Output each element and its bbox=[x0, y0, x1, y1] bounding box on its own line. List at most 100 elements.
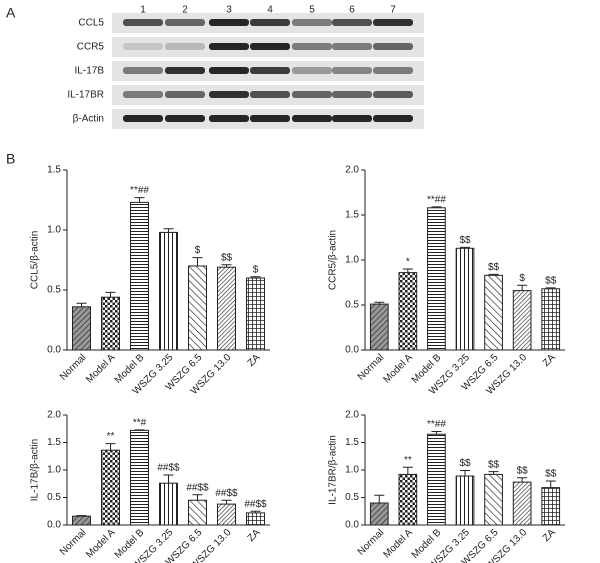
blot-band bbox=[123, 91, 163, 98]
bar bbox=[101, 449, 120, 526]
y-tick-label: 2.0 bbox=[47, 410, 61, 421]
significance-label: ##$$ bbox=[244, 499, 267, 510]
bar bbox=[541, 288, 561, 351]
bar bbox=[72, 515, 91, 526]
significance-label: $ bbox=[195, 245, 201, 256]
significance-label: * bbox=[406, 257, 410, 268]
bar bbox=[512, 290, 532, 351]
x-tick-label: Model A bbox=[382, 527, 416, 561]
x-tick-label: ZA bbox=[246, 352, 263, 369]
y-tick-label: 1.5 bbox=[47, 165, 61, 176]
blot-band bbox=[373, 91, 413, 98]
error-bar bbox=[250, 276, 261, 278]
significance-label: $$ bbox=[221, 252, 233, 263]
blot-band bbox=[332, 43, 372, 50]
bar bbox=[455, 475, 475, 526]
x-tick-label: ZA bbox=[541, 352, 558, 369]
bar bbox=[72, 306, 91, 351]
error-bar bbox=[460, 470, 470, 477]
bar bbox=[369, 502, 389, 526]
x-tick-label: Model A bbox=[84, 527, 118, 561]
error-bar bbox=[192, 257, 203, 266]
blot-band bbox=[250, 67, 290, 74]
bar bbox=[188, 499, 207, 526]
blot-row-label: CCR5 bbox=[77, 42, 105, 53]
bar bbox=[455, 247, 475, 351]
error-bar bbox=[402, 466, 413, 475]
y-tick-label: 2.0 bbox=[345, 410, 359, 421]
bar bbox=[246, 277, 265, 351]
blot-band bbox=[165, 43, 205, 50]
blot-band bbox=[123, 19, 163, 26]
significance-label: ** bbox=[107, 431, 115, 442]
bar bbox=[369, 303, 389, 351]
blot-band bbox=[209, 115, 249, 122]
lane-label: 3 bbox=[226, 5, 232, 16]
bar bbox=[541, 487, 561, 526]
bar bbox=[217, 503, 236, 526]
significance-label: **## bbox=[427, 419, 446, 430]
x-tick-label: Model A bbox=[382, 352, 416, 386]
y-axis-label: IL-17B/β-actin bbox=[30, 439, 41, 501]
error-bar bbox=[221, 264, 232, 268]
blot-band bbox=[209, 67, 249, 74]
error-bar bbox=[431, 206, 442, 208]
bar bbox=[427, 433, 446, 526]
error-bar bbox=[250, 510, 261, 513]
error-bar bbox=[134, 429, 145, 431]
blot-band bbox=[373, 115, 413, 122]
error-bar bbox=[488, 273, 499, 276]
error-bar bbox=[517, 477, 528, 483]
error-bar bbox=[163, 474, 174, 484]
blot-band bbox=[209, 43, 249, 50]
significance-label: $$ bbox=[517, 465, 529, 476]
lane-label: 7 bbox=[390, 5, 396, 16]
bar bbox=[159, 231, 178, 351]
error-bar bbox=[374, 494, 385, 503]
significance-label: ##$$ bbox=[157, 463, 180, 474]
significance-label: $$ bbox=[488, 459, 500, 470]
bar bbox=[484, 274, 503, 351]
y-tick-label: 1.0 bbox=[345, 465, 359, 476]
blot-band bbox=[209, 19, 249, 26]
error-bar bbox=[460, 246, 470, 249]
y-tick-label: 1.5 bbox=[345, 210, 359, 221]
x-tick-label: ZA bbox=[246, 527, 263, 544]
y-tick-label: 1.0 bbox=[345, 255, 359, 266]
blot-band bbox=[123, 67, 163, 74]
bar bbox=[484, 473, 503, 526]
y-tick-label: 0.5 bbox=[345, 492, 359, 503]
blot-band bbox=[292, 67, 332, 74]
error-bar bbox=[105, 443, 116, 451]
significance-label: ##$$ bbox=[186, 482, 209, 493]
bar bbox=[427, 207, 446, 351]
significance-label: $$ bbox=[545, 469, 557, 480]
significance-label: $$ bbox=[459, 235, 471, 246]
significance-label: $$ bbox=[545, 276, 557, 287]
bar bbox=[130, 201, 149, 351]
error-bar bbox=[374, 301, 385, 305]
blot-band bbox=[123, 43, 163, 50]
significance-label: $$ bbox=[488, 262, 500, 273]
error-bar bbox=[517, 284, 528, 291]
error-bar bbox=[105, 291, 116, 298]
blot-band bbox=[292, 115, 332, 122]
error-bar bbox=[134, 197, 145, 203]
error-bar bbox=[163, 228, 174, 233]
blot-band bbox=[250, 115, 290, 122]
bar bbox=[217, 266, 236, 351]
blot-band bbox=[332, 19, 372, 26]
significance-label: ##$$ bbox=[215, 488, 238, 499]
blot-band bbox=[373, 19, 413, 26]
y-tick-label: 1.0 bbox=[47, 465, 61, 476]
y-tick-label: 1.5 bbox=[47, 437, 61, 448]
y-tick-label: 1.5 bbox=[345, 437, 359, 448]
blot-band bbox=[373, 67, 413, 74]
blot-band bbox=[165, 67, 205, 74]
lane-label: 2 bbox=[182, 5, 188, 16]
error-bar bbox=[431, 431, 442, 435]
bar bbox=[512, 481, 532, 526]
y-tick-label: 0.5 bbox=[345, 300, 359, 311]
y-axis-label: CCR5/β-actin bbox=[328, 230, 339, 290]
significance-label: $$ bbox=[459, 458, 471, 469]
